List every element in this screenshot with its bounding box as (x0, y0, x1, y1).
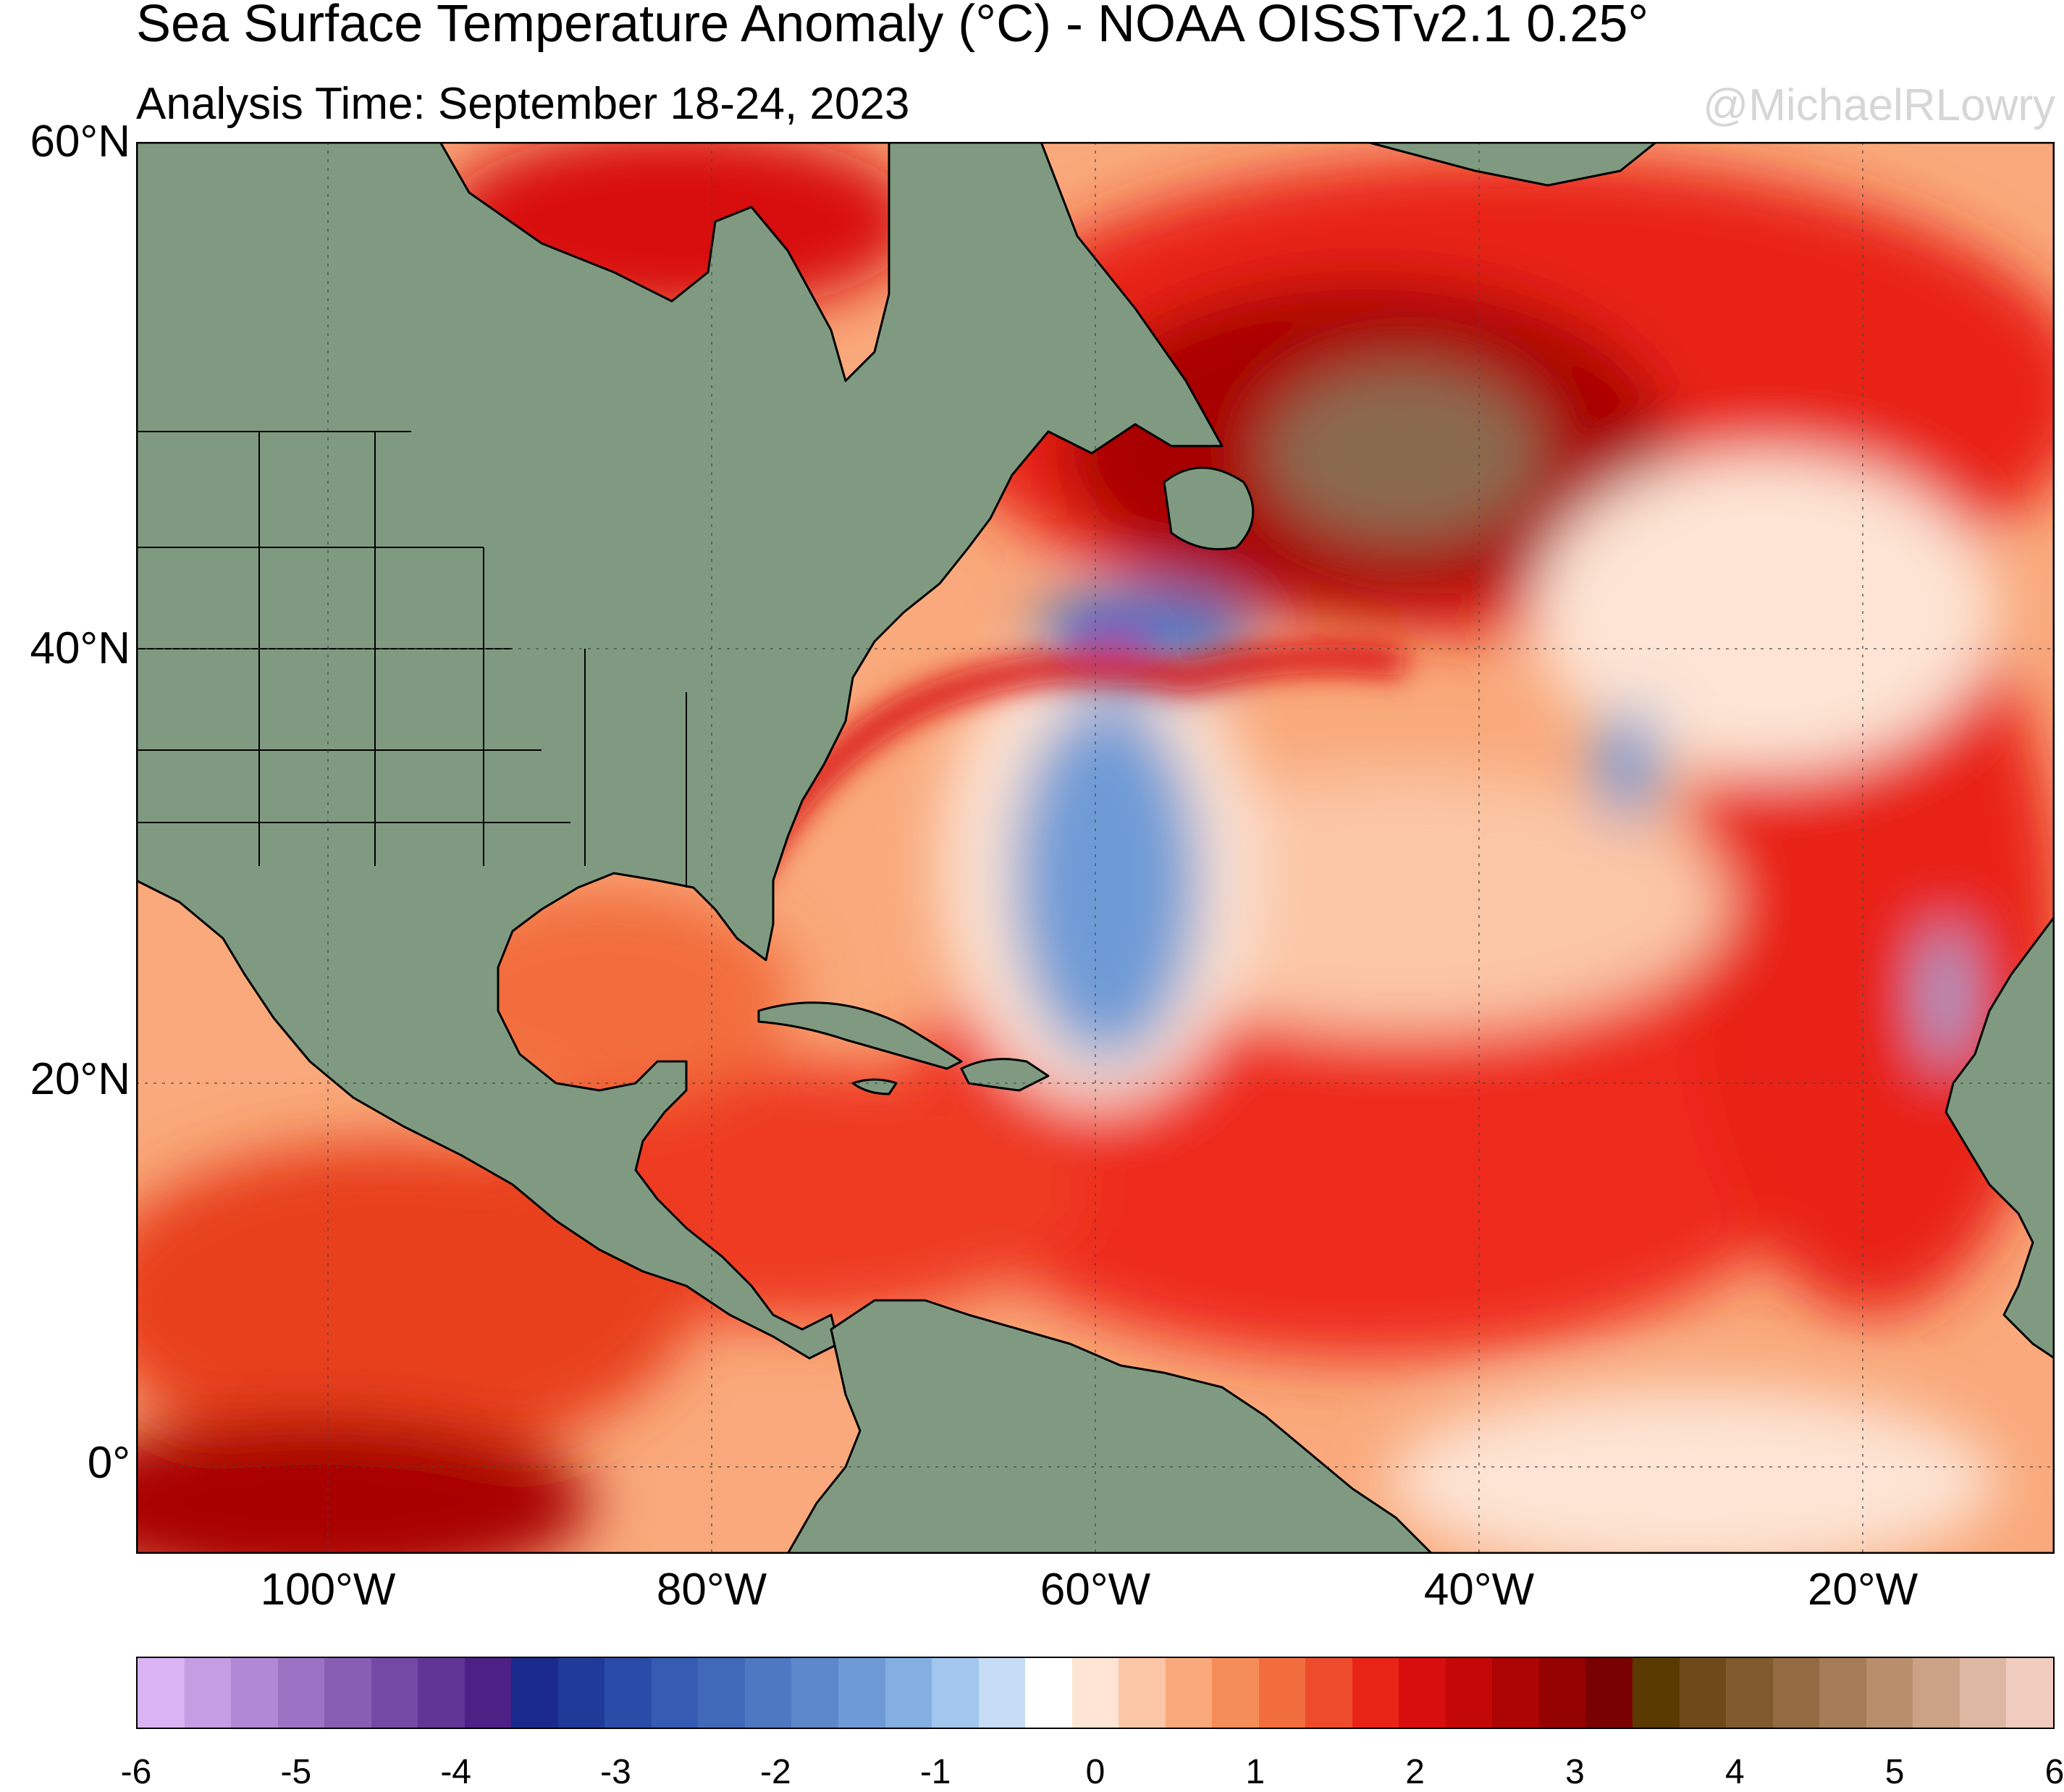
anomaly-red-gulf-stream (731, 644, 1405, 888)
colorbar-cell (1726, 1658, 1773, 1728)
colorbar-cell (1585, 1658, 1633, 1728)
analysis-time: Analysis Time: September 18-24, 2023 (136, 79, 910, 129)
lon-label-20w: 20°W (1807, 1565, 1918, 1615)
colorbar-cell (511, 1658, 558, 1728)
colorbar-cell (1492, 1658, 1539, 1728)
colorbar-cell (1866, 1658, 1913, 1728)
lat-label-0: 0° (87, 1438, 130, 1488)
land-africa (1945, 915, 2055, 1360)
colorbar-cell (1212, 1658, 1259, 1728)
anomaly-blue-mid-atlantic (1595, 707, 1660, 823)
land-cuba (757, 1001, 963, 1070)
anomaly-purple-cold-core (1070, 616, 1157, 652)
colorbar-cell (138, 1658, 185, 1728)
colorbar-tick-label: -6 (120, 1753, 152, 1791)
colorbar-cell (184, 1658, 232, 1728)
lon-label-80w: 80°W (656, 1565, 767, 1615)
graticule (136, 142, 2055, 1554)
colorbar-cell (838, 1658, 885, 1728)
land-newfoundland (1163, 466, 1255, 550)
colorbar-cell (932, 1658, 979, 1728)
colorbar-cell (1258, 1658, 1306, 1728)
colorbar-cell (1305, 1658, 1352, 1728)
anomaly-light-mid-atlantic (1533, 453, 1997, 772)
colorbar-cell (791, 1658, 838, 1728)
lon-label-40w: 40°W (1423, 1565, 1535, 1615)
colorbar-tick-label: 0 (1085, 1753, 1105, 1791)
colorbar-tick-label: -5 (280, 1753, 312, 1791)
colorbar-cell (1913, 1658, 1960, 1728)
colorbar-cell (231, 1658, 278, 1728)
colorbar-cell (277, 1658, 325, 1728)
colorbar-cell (978, 1658, 1026, 1728)
lon-label-60w: 60°W (1040, 1565, 1151, 1615)
colorbar-cell (1538, 1658, 1586, 1728)
colorbar-tick-label: -1 (919, 1753, 951, 1791)
colorbar-cell (605, 1658, 652, 1728)
colorbar-cell (651, 1658, 699, 1728)
lat-label-60n: 60°N (30, 117, 130, 167)
anomaly-red-east-pacific (136, 1141, 694, 1460)
colorbar-tick-label: 3 (1565, 1753, 1585, 1791)
colorbar-cell (1819, 1658, 1866, 1728)
colorbar-tick-label: -2 (759, 1753, 791, 1791)
colorbar-cell (418, 1658, 465, 1728)
colorbar-tick-label: -4 (440, 1753, 471, 1791)
colorbar-cell (2006, 1658, 2053, 1728)
land-hispaniola (960, 1058, 1050, 1092)
colorbar-cell (1399, 1658, 1446, 1728)
colorbar-cell (885, 1658, 932, 1728)
colorbar (136, 1657, 2055, 1729)
anomaly-darkred-east-pacific (136, 1416, 592, 1554)
colorbar-cell (1633, 1658, 1680, 1728)
colorbar-cell (744, 1658, 792, 1728)
colorbar-tick-label: 6 (2044, 1753, 2064, 1791)
author-credit: @MichaelRLowry (1703, 80, 2055, 130)
map-frame (136, 142, 2055, 1554)
lat-label-40n: 40°N (30, 623, 130, 673)
colorbar-cell (1772, 1658, 1820, 1728)
anomaly-light-equatorial (1389, 1387, 1997, 1554)
land (136, 142, 2055, 1554)
colorbar-cell (1679, 1658, 1727, 1728)
land-north-america (136, 142, 1223, 1360)
colorbar-cell (1959, 1658, 2007, 1728)
lat-label-20n: 20°N (30, 1054, 130, 1104)
anomaly-blue-sargasso (1012, 699, 1200, 1061)
colorbar-cell (464, 1658, 512, 1728)
colorbar-cell (1352, 1658, 1399, 1728)
colorbar-cell (1025, 1658, 1072, 1728)
land-south-america (786, 1299, 1433, 1554)
colorbar-cell (371, 1658, 418, 1728)
colorbar-tick-label: 5 (1884, 1753, 1905, 1791)
land-greenland-tip (1365, 142, 1658, 187)
map-title: Sea Surface Temperature Anomaly (°C) - N… (136, 0, 1649, 53)
colorbar-cell (1445, 1658, 1493, 1728)
colorbar-cell (1165, 1658, 1213, 1728)
colorbar-cell (698, 1658, 745, 1728)
anomaly-blue-african-coast (1924, 924, 1968, 1069)
sst-anomaly-map (136, 142, 2055, 1554)
colorbar-cell (1071, 1658, 1119, 1728)
colorbar-cell (557, 1658, 605, 1728)
colorbar-tick-label: -3 (600, 1753, 631, 1791)
anomaly-brown-north-atlantic (1265, 366, 1541, 540)
colorbar-tick-label: 4 (1724, 1753, 1745, 1791)
lon-label-100w: 100°W (260, 1565, 396, 1615)
colorbar-tick-label: 2 (1405, 1753, 1425, 1791)
colorbar-cell (324, 1658, 371, 1728)
colorbar-cell (1119, 1658, 1166, 1728)
colorbar-tick-label: 1 (1245, 1753, 1265, 1791)
